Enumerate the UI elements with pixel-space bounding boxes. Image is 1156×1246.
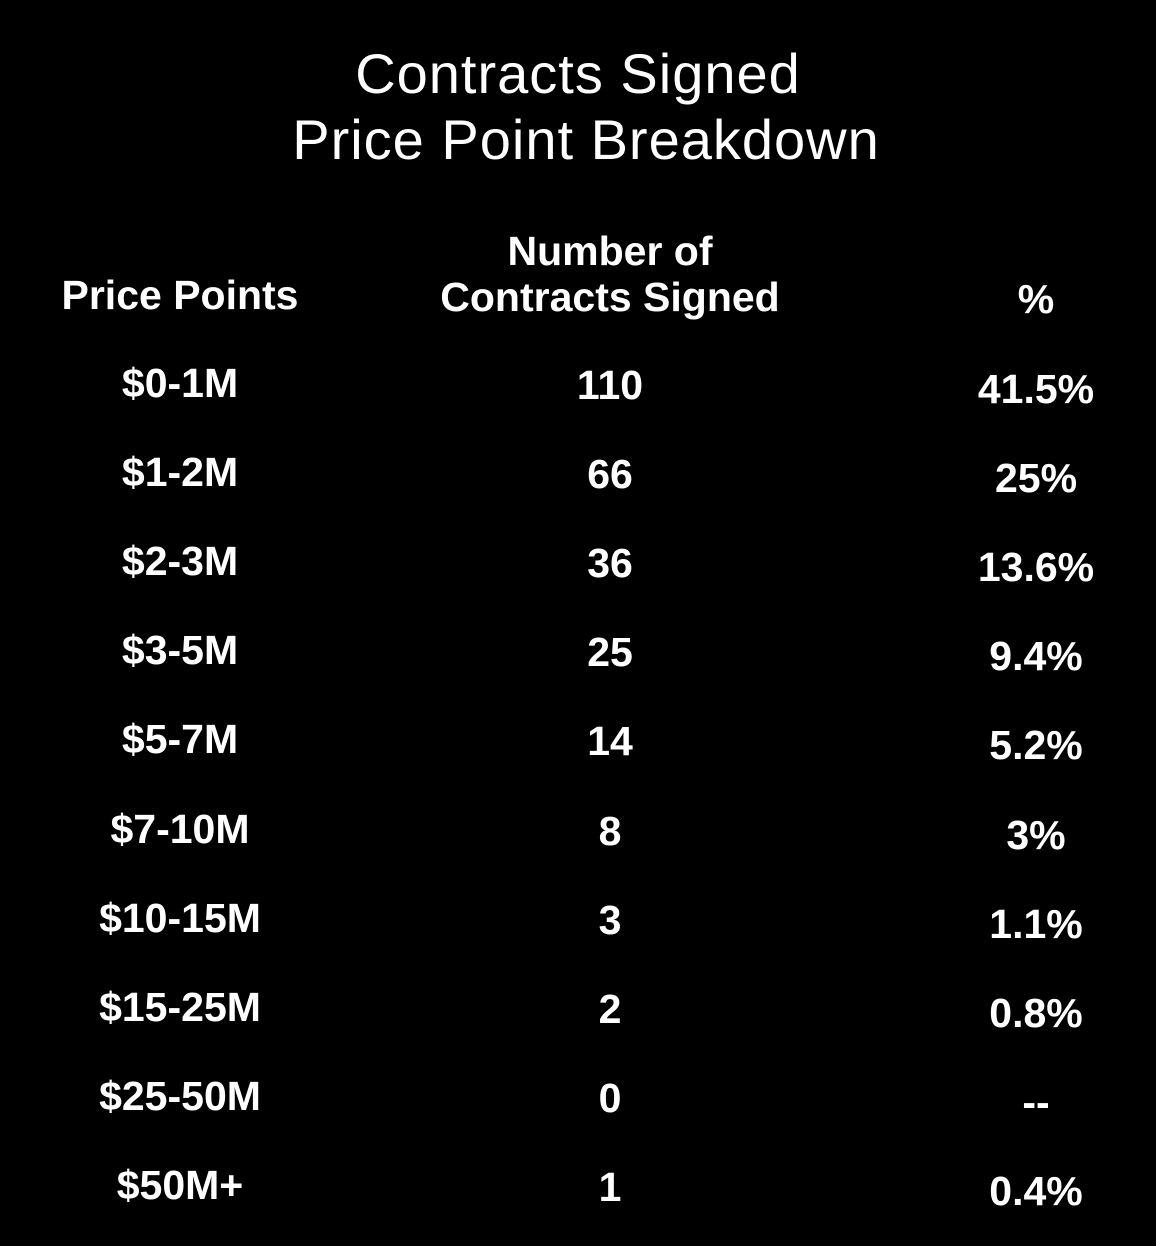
row-percent: 13.6%: [977, 544, 1095, 590]
row-price-point: $0-1M: [121, 360, 239, 406]
row-price-point: $1-2M: [121, 449, 239, 495]
row-contract-count: 14: [587, 718, 633, 764]
row-contract-count: 0: [598, 1075, 622, 1121]
row-contract-count: 3: [598, 897, 622, 943]
row-price-point: $50M+: [116, 1162, 244, 1208]
row-price-point: $2-3M: [121, 538, 239, 584]
row-percent: 25%: [994, 455, 1078, 501]
row-contract-count: 110: [576, 362, 644, 408]
row-percent: 41.5%: [977, 366, 1095, 412]
row-price-point: $10-15M: [99, 895, 261, 941]
row-price-point: $15-25M: [99, 984, 261, 1030]
table-title: Contracts Signed: [355, 42, 801, 105]
header-percent: %: [1017, 276, 1055, 322]
header-price-points: Price Points: [61, 272, 299, 318]
row-contract-count: 2: [598, 986, 622, 1032]
row-price-point: $3-5M: [121, 627, 239, 673]
header-contracts-line2: Contracts Signed: [440, 274, 780, 320]
row-percent: 0.4%: [989, 1168, 1083, 1214]
row-percent: 5.2%: [989, 722, 1083, 768]
header-contracts-signed: Number of Contracts Signed: [400, 228, 820, 320]
row-price-point: $5-7M: [121, 716, 239, 762]
row-price-point: $7-10M: [110, 806, 250, 852]
row-percent: 1.1%: [989, 901, 1083, 947]
row-contract-count: 1: [598, 1164, 622, 1210]
row-percent: --: [1022, 1079, 1050, 1125]
table-subtitle: Price Point Breakdown: [292, 108, 880, 171]
row-contract-count: 25: [587, 629, 633, 675]
row-price-point: $25-50M: [99, 1073, 261, 1119]
header-contracts-line1: Number of: [507, 228, 713, 274]
row-contract-count: 66: [587, 451, 633, 497]
row-percent: 0.8%: [989, 990, 1083, 1036]
row-contract-count: 36: [587, 540, 633, 586]
row-percent: 9.4%: [989, 633, 1083, 679]
row-percent: 3%: [1006, 812, 1066, 858]
row-contract-count: 8: [598, 808, 622, 854]
